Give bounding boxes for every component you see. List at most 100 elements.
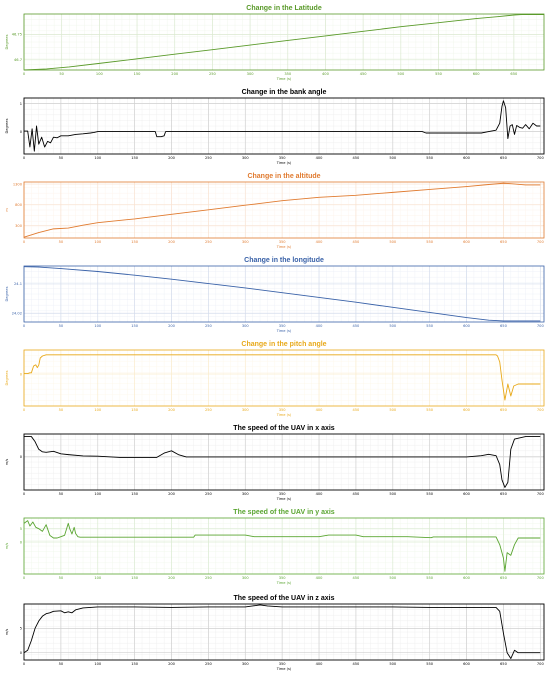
x-tick-label: 250 (205, 324, 213, 328)
x-tick-label: 50 (59, 156, 64, 160)
y-tick-label: 0 (20, 130, 23, 134)
minor-grid (23, 182, 544, 238)
x-tick-label: 550 (426, 408, 434, 412)
x-tick-label: 600 (463, 576, 471, 580)
y-tick-label: 300 (15, 224, 23, 228)
major-grid (23, 350, 544, 406)
y-tick-label: 46.7 (14, 58, 22, 62)
chart-8: The speed of the UAV in z axis 0 50 100 150 2… (0, 590, 550, 675)
x-tick-label: 300 (242, 408, 250, 412)
x-tick-label: 0 (23, 662, 26, 666)
x-tick-label: 700 (537, 662, 545, 666)
x-tick-label: 350 (279, 408, 287, 412)
x-tick-label: 100 (96, 72, 104, 76)
x-tick-label: 100 (94, 492, 102, 496)
x-tick-label: 150 (131, 492, 139, 496)
x-tick-label: 400 (316, 240, 324, 244)
major-grid (23, 604, 544, 660)
y-axis-label: m/s (5, 629, 9, 636)
x-tick-label: 0 (23, 492, 26, 496)
x-tick-label: 200 (168, 324, 176, 328)
minor-grid (23, 98, 544, 154)
x-tick-label: 50 (59, 492, 64, 496)
x-tick-label: 100 (94, 576, 102, 580)
chart-title: The speed of the UAV in z axis (233, 595, 334, 602)
chart-2: Change in the bank angle 0 50 100 150 200 250 3… (0, 84, 550, 168)
x-tick-label: 400 (316, 324, 324, 328)
x-tick-label: 150 (131, 662, 139, 666)
x-tick-label: 150 (131, 576, 139, 580)
plot-frame (23, 97, 545, 155)
x-tick-label: 250 (205, 156, 213, 160)
x-tick-label: 100 (94, 662, 102, 666)
x-tick-label: 300 (242, 576, 250, 580)
x-tick-label: 200 (168, 576, 176, 580)
x-tick-label: 600 (463, 492, 471, 496)
x-axis-label: Time (s) (276, 413, 292, 417)
minor-grid (23, 604, 544, 660)
series-line (24, 436, 541, 488)
x-tick-label: 600 (463, 662, 471, 666)
x-tick-label: 450 (352, 324, 360, 328)
x-tick-label: 250 (209, 72, 217, 76)
y-axis-label: m/s (5, 543, 9, 550)
plot-frame (23, 181, 545, 239)
x-tick-label: 50 (59, 324, 64, 328)
series-line (23, 520, 541, 572)
series-line (23, 14, 544, 71)
x-tick-label: 450 (352, 492, 360, 496)
x-tick-label: 50 (59, 240, 64, 244)
x-tick-label: 300 (242, 156, 250, 160)
major-grid (23, 266, 544, 322)
x-tick-label: 200 (168, 662, 176, 666)
minor-grid (23, 518, 544, 574)
x-tick-label: 650 (500, 576, 508, 580)
chart-svg-3: Change in the altitude 0 50 100 150 200 250 300… (5, 173, 545, 249)
x-tick-label: 650 (500, 240, 508, 244)
y-tick-label: 24.02 (12, 312, 22, 316)
x-tick-label: 350 (279, 492, 287, 496)
x-tick-label: 150 (131, 408, 139, 412)
x-tick-label: 50 (59, 576, 64, 580)
x-tick-label: 200 (168, 240, 176, 244)
x-tick-label: 400 (316, 576, 324, 580)
series-line (24, 354, 541, 401)
plot-frame (23, 265, 545, 323)
x-tick-label: 150 (131, 324, 139, 328)
chart-title: Change in the bank angle (242, 89, 327, 96)
x-tick-label: 450 (352, 240, 360, 244)
y-tick-label: 24.1 (14, 282, 22, 286)
x-axis-label: Time (s) (276, 161, 292, 165)
x-tick-label: 650 (500, 662, 508, 666)
x-tick-label: 150 (134, 72, 142, 76)
chart-title: The speed of the UAV in y axis (233, 509, 335, 516)
plot-frame (23, 517, 545, 575)
y-axis-label: Degrees (5, 34, 9, 49)
x-tick-label: 650 (500, 492, 508, 496)
chart-svg-6: The speed of the UAV in x axis 0 50 100 150 2… (5, 425, 545, 501)
x-tick-label: 700 (537, 492, 545, 496)
y-tick-label: 0 (20, 372, 23, 376)
chart-6: The speed of the UAV in x axis 0 50 100 150 2… (0, 420, 550, 504)
x-tick-label: 500 (389, 492, 397, 496)
x-tick-label: 450 (360, 72, 368, 76)
x-tick-label: 550 (426, 324, 434, 328)
x-tick-label: 500 (389, 240, 397, 244)
plot-frame (23, 13, 545, 71)
y-tick-label: 0 (20, 455, 23, 459)
x-tick-label: 650 (500, 408, 508, 412)
x-tick-label: 600 (463, 156, 471, 160)
x-tick-label: 500 (389, 576, 397, 580)
x-tick-label: 500 (397, 72, 405, 76)
x-axis-label: Time (s) (276, 77, 292, 81)
x-tick-label: 150 (131, 240, 139, 244)
series-line (23, 182, 541, 238)
x-tick-label: 350 (279, 156, 287, 160)
x-tick-label: 0 (23, 240, 26, 244)
x-tick-label: 550 (426, 662, 434, 666)
x-tick-label: 0 (23, 72, 26, 76)
x-tick-label: 650 (510, 72, 518, 76)
